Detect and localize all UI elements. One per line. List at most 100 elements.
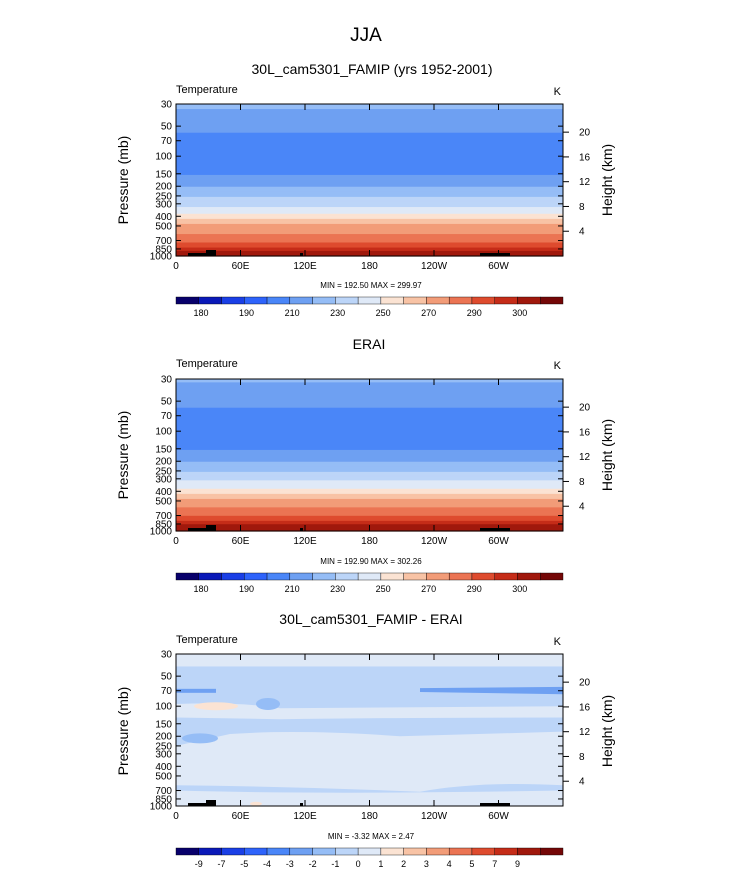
y2-tick-label: 16 [579,427,591,438]
contour-band [176,507,563,510]
contour-band [176,174,563,178]
y-tick-label: 250 [155,466,172,477]
contour-band [176,475,563,478]
contour-band [176,473,563,476]
colorbar-swatch [289,847,313,856]
topography [300,253,303,256]
contour-band [176,120,563,124]
y2-axis-label: Height (km) [599,144,615,216]
contour-band [176,132,563,135]
y2-tick-label: 8 [579,202,585,213]
colorbar-label: 9 [515,859,520,869]
contour-band [176,142,563,146]
panel-obs: ERAI Temperature K 305070100150200250300… [115,336,615,594]
contour-band [176,417,563,421]
contour-band [176,223,563,227]
contour-band [176,412,563,416]
contour-band [176,183,563,186]
contour-band [176,180,563,183]
contour-band [176,149,563,152]
contour-band [176,497,563,500]
contour-band [176,520,563,524]
panel-right-label: K [554,360,562,372]
y2-tick-label: 20 [579,403,591,414]
colorbar-swatch [403,572,427,581]
contour-band [176,400,563,404]
x-tick-label: 120W [421,536,448,547]
y-tick-label: 700 [155,236,172,247]
topography [480,803,510,806]
colorbar-swatch [198,847,222,856]
x-tick-label: 120E [293,261,317,272]
y-tick-label: 70 [161,686,173,697]
colorbar-swatch [380,296,404,305]
topography [206,525,216,531]
y2-tick-label: 20 [579,678,591,689]
contour-band [176,201,563,205]
colorbar-label: 2 [401,859,406,869]
contour-band [176,203,563,206]
panel-diff: 30L_cam5301_FAMIP - ERAI Temperature K 3… [115,611,615,869]
contour-band [176,397,563,400]
contour-band [176,109,563,112]
contour-band [176,406,563,409]
colorbar-swatch [540,296,564,305]
y-axis-label: Pressure (mb) [115,136,131,225]
colorbar-label: 290 [467,584,482,594]
contour-band [176,429,563,432]
contour-band [176,790,563,806]
y2-tick-label: 4 [579,227,585,238]
y2-axis-label: Height (km) [599,695,615,767]
colorbar-label: -3 [286,859,294,869]
colorbar-swatch [426,847,450,856]
colorbar: 180 190 210 230 250 270 290 300 [175,572,564,594]
x-tick-label: 120E [293,536,317,547]
contour-band [176,115,563,119]
contour-band [176,176,563,179]
colorbar-swatch [221,296,245,305]
panel-title: 30L_cam5301_FAMIP (yrs 1952-2001) [252,61,493,77]
contour-band [176,409,563,412]
y-tick-label: 200 [155,182,172,193]
y-tick-label: 1000 [150,802,173,813]
y-tick-label: 200 [155,457,172,468]
colorbar-swatch [266,572,291,581]
contour-band [176,218,563,222]
contour-band [176,466,563,470]
colorbar-swatch [244,296,268,305]
contour-band [176,227,563,230]
y-tick-label: 150 [155,719,172,730]
panel-right-label: K [554,86,562,98]
y-tick-label: 500 [155,221,172,232]
topography [206,800,216,806]
contour-band [176,422,563,426]
contour-band [176,200,563,203]
colorbar-swatch [494,847,518,856]
contour-band [176,485,563,488]
contour-band [176,134,563,137]
y-tick-label: 30 [161,650,173,661]
colorbar-label: 180 [194,308,209,318]
contour-band [176,390,563,394]
contour-band [176,245,563,249]
colorbar-label: 190 [239,584,254,594]
contour-band [176,436,563,439]
stats-label: MIN = -3.32 MAX = 2.47 [328,832,415,841]
contour-band [176,509,563,512]
contour-band [176,438,563,441]
contour-band [176,414,563,417]
colorbar-label: 250 [376,308,391,318]
contour-band [176,110,563,114]
y-tick-label: 100 [155,152,172,163]
contour-band [176,476,563,480]
y-tick-label: 400 [155,487,172,498]
y-tick-label: 700 [155,511,172,522]
y2-tick-label: 12 [579,177,591,188]
contour-band [176,191,563,195]
y2-tick-label: 20 [579,128,591,139]
y-tick-label: 100 [155,427,172,438]
y-tick-label: 200 [155,732,172,743]
colorbar-swatch [312,572,336,581]
contour-band [176,122,563,125]
contour-band [176,242,563,245]
